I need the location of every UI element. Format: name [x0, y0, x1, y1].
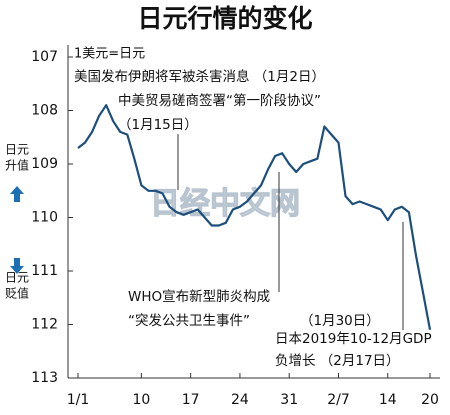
x-tick-label: 10 — [132, 392, 150, 408]
annotation: “突发公共卫生事件” — [128, 313, 250, 329]
annotation: WHO宣布新型肺炎构成 — [128, 289, 270, 305]
up-arrow — [10, 186, 24, 202]
annotation: 美国发布伊朗将军被杀害消息 （1月2日） — [74, 68, 325, 85]
y-tick-label: 107 — [31, 49, 58, 65]
x-tick-label: 17 — [182, 392, 200, 408]
y-tick-label: 111 — [31, 263, 58, 279]
x-tick-label: 2/7 — [327, 392, 350, 408]
annotation: （1月15日） — [118, 117, 198, 133]
chart-title: 日元行情的变化 — [137, 4, 312, 33]
annotation: 日本2019年10-12月GDP — [275, 331, 432, 347]
annotation: 中美贸易磋商签署“第一阶段协议” — [118, 92, 321, 109]
unit-label: 1美元=日元 — [74, 47, 145, 62]
side-label: 升值 — [5, 158, 29, 173]
side-label: 贬值 — [5, 286, 29, 301]
x-tick-label: 24 — [231, 392, 249, 408]
y-tick-label: 113 — [31, 370, 58, 386]
annotation: （1月30日） — [300, 313, 380, 329]
side-label: 日元 — [5, 143, 29, 157]
x-tick-label: 20 — [421, 392, 439, 408]
x-tick-label: 1/1 — [67, 392, 90, 408]
x-tick-label: 31 — [280, 392, 298, 408]
line — [77, 104, 432, 331]
watermark: 日经中文网 — [150, 187, 300, 222]
y-tick-label: 110 — [31, 210, 58, 226]
y-tick-label: 108 — [31, 103, 58, 119]
y-tick-label: 109 — [31, 156, 58, 172]
side-label: 日元 — [5, 271, 29, 285]
y-tick-label: 112 — [31, 317, 58, 333]
down-arrow — [10, 258, 24, 274]
x-tick-label: 14 — [379, 392, 397, 408]
annotation: 负增长 （2月17日） — [275, 353, 400, 369]
pointers — [177, 134, 404, 330]
